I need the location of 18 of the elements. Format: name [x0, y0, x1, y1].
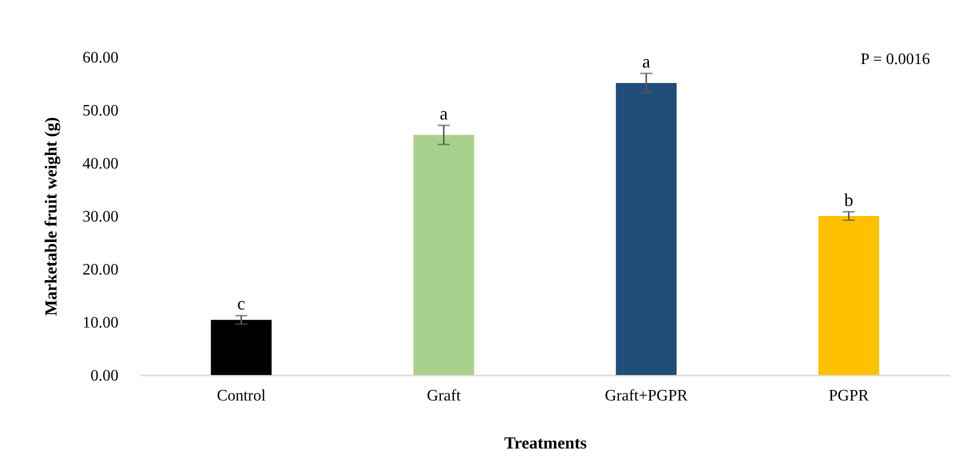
y-tick-label: 10.00: [82, 314, 118, 332]
y-axis-title: Marketable fruit weight (g): [42, 117, 60, 316]
x-axis-title: Treatments: [504, 434, 588, 452]
x-tick-label: Graft: [426, 388, 462, 404]
x-tick-label: Control: [216, 388, 266, 404]
annotation: c: [237, 294, 246, 314]
annotation: a: [642, 51, 650, 72]
y-tick-label: 40.00: [82, 156, 118, 172]
annotation: a: [440, 103, 448, 124]
y-tick-label: 60.00: [82, 50, 118, 66]
annotation: b: [844, 190, 854, 210]
annotation: P = 0.0016: [860, 51, 930, 68]
y-tick-label: 50.00: [82, 102, 118, 120]
y-tick-label: 0.00: [90, 368, 118, 384]
y-tick-label: 30.00: [82, 208, 118, 226]
y-tick-label: 20.00: [82, 262, 118, 278]
x-tick-label: Graft+PGPR: [604, 388, 688, 404]
x-tick-label: PGPR: [828, 388, 870, 404]
